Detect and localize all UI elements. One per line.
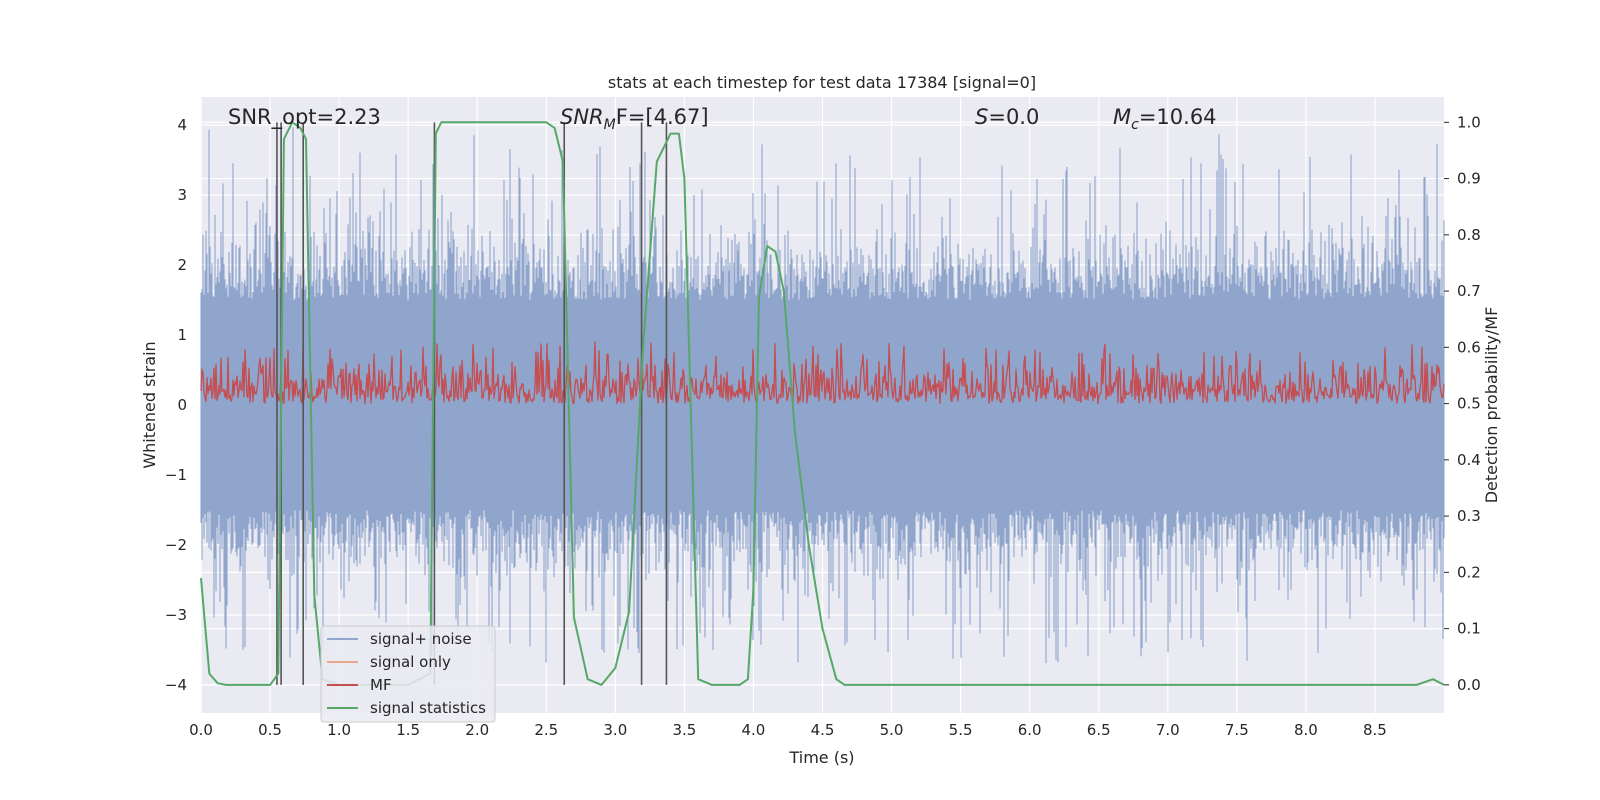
x-tick-label-5: 2.5: [534, 721, 558, 739]
y-right-tick-label-1: 0.1: [1457, 620, 1481, 638]
y-right-tick-label-10: 1.0: [1457, 113, 1481, 131]
x-tick-label-10: 5.0: [880, 721, 904, 739]
noise-trace: [200, 127, 1445, 664]
y-left-axis-label: Whitened strain: [140, 341, 159, 468]
y-right-tick-label-9: 0.9: [1457, 170, 1481, 188]
x-tick-label-16: 8.0: [1294, 721, 1318, 739]
x-tick-label-11: 5.5: [949, 721, 973, 739]
y-left-axis-ticks: −4 −3 −2 −1 0 1 2 3 4: [165, 116, 187, 694]
x-tick-label-9: 4.5: [811, 721, 835, 739]
x-tick-label-13: 6.5: [1087, 721, 1111, 739]
legend-label-signal-only: signal only: [370, 653, 451, 671]
y-right-tick-label-8: 0.8: [1457, 226, 1481, 244]
x-tick-label-3: 1.5: [396, 721, 420, 739]
y-right-tick-label-6: 0.6: [1457, 338, 1481, 356]
y-right-tick-label-0: 0.0: [1457, 676, 1481, 694]
x-tick-label-12: 6.0: [1018, 721, 1042, 739]
series-signal-noise: [200, 127, 1445, 664]
series-signal-statistics: [200, 121, 1445, 686]
annotation-mc: Mc=10.64: [1113, 105, 1217, 133]
y-right-tick-label-5: 0.5: [1457, 395, 1481, 413]
y-right-axis-label: Detection probability/MF: [1482, 307, 1501, 504]
legend-box: [320, 625, 496, 723]
x-tick-label-8: 4.0: [742, 721, 766, 739]
legend-label-signal-noise: signal+ noise: [370, 630, 472, 648]
mc-main: M: [1113, 105, 1131, 129]
x-tick-label-14: 7.0: [1156, 721, 1180, 739]
y-right-axis-ticks: 0.0 0.1 0.2 0.3 0.4 0.5 0.6 0.7 0.8 0.9 1.0: [1444, 113, 1481, 694]
y-left-tick-label-0: −4: [165, 676, 187, 694]
chart-title: stats at each timestep for test data 173…: [608, 73, 1036, 92]
annotation-s: S=0.0: [975, 105, 1039, 129]
x-tick-label-4: 2.0: [465, 721, 489, 739]
y-right-tick-label-3: 0.3: [1457, 507, 1481, 525]
x-tick-label-15: 7.5: [1225, 721, 1249, 739]
y-left-tick-label-6: 2: [177, 256, 187, 274]
y-left-tick-label-5: 1: [177, 326, 187, 344]
x-tick-label-17: 8.5: [1363, 721, 1387, 739]
mf-trace: [200, 341, 1445, 405]
y-left-tick-label-4: 0: [177, 396, 187, 414]
legend-label-mf: MF: [370, 676, 392, 694]
x-tick-label-2: 1.0: [327, 721, 351, 739]
annotation-snr-opt: SNR_opt=2.23: [228, 105, 381, 130]
x-tick-label-1: 0.5: [258, 721, 282, 739]
y-left-tick-label-3: −1: [165, 466, 187, 484]
x-tick-label-7: 3.5: [672, 721, 696, 739]
x-axis-label: Time (s): [788, 748, 854, 767]
s-rest: =0.0: [988, 105, 1039, 129]
y-left-tick-label-7: 3: [177, 186, 187, 204]
mc-sub: c: [1131, 117, 1139, 133]
y-left-tick-label-1: −3: [165, 606, 187, 624]
x-axis-ticks: 0.0 0.5 1.0 1.5 2.0 2.5 3.0 3.5 4.0 4.5 5.0 5.5 6.0 6…: [189, 721, 1387, 739]
annotation-snr-mf: SNRMF=[4.67]: [560, 105, 709, 133]
y-left-tick-label-2: −2: [165, 536, 187, 554]
legend: signal+ noise signal only MF signal stat…: [320, 625, 496, 723]
y-left-tick-label-8: 4: [177, 116, 187, 134]
series-mf: [200, 341, 1445, 405]
mc-rest: =10.64: [1139, 105, 1217, 129]
y-right-tick-label-7: 0.7: [1457, 282, 1481, 300]
signal-statistics-line: [200, 121, 1445, 686]
snr-mf-main: SNR: [560, 105, 604, 129]
x-tick-label-6: 3.0: [603, 721, 627, 739]
snr-mf-sub: M: [604, 117, 616, 133]
x-tick-label-0: 0.0: [189, 721, 213, 739]
legend-label-signal-statistics: signal statistics: [370, 699, 486, 717]
y-right-tick-label-2: 0.2: [1457, 563, 1481, 581]
s-main: S: [975, 105, 988, 129]
snr-mf-rest: F=[4.67]: [616, 105, 709, 129]
y-right-tick-label-4: 0.4: [1457, 451, 1481, 469]
